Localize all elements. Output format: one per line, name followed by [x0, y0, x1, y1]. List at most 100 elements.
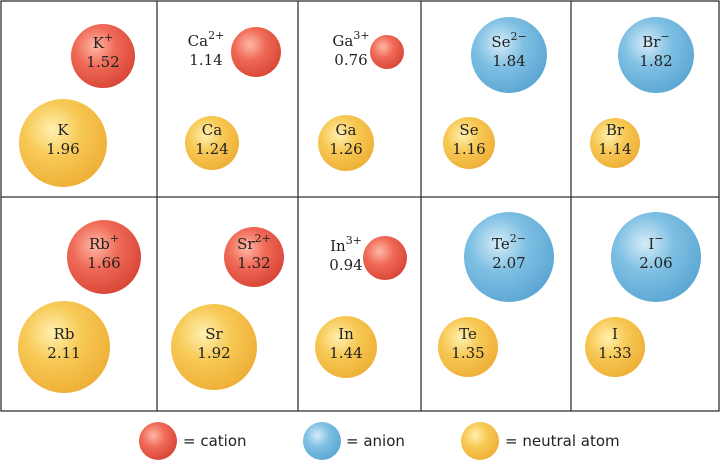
rb-ion-symbol: Rb+: [89, 232, 119, 253]
i-atom-symbol: I: [612, 325, 618, 343]
rb-atom-sphere: [18, 301, 110, 393]
te-ion-element-symbol: Te: [492, 235, 510, 253]
ca-ion-radius-value: 1.14: [189, 51, 222, 69]
se-atom-radius-value: 1.16: [452, 140, 485, 158]
in-atom-element-symbol: In: [338, 325, 354, 343]
te-atom-radius-value: 1.35: [451, 344, 484, 362]
ga-atom-symbol: Ga: [336, 121, 357, 139]
br-ion-sphere: [618, 17, 694, 93]
rb-atom-element-symbol: Rb: [54, 325, 75, 343]
ga-ion-sphere: [370, 35, 404, 69]
sr-ion-charge: 2+: [255, 232, 271, 245]
te-ion-radius-value: 2.07: [492, 254, 525, 272]
rb-ion-radius-value: 1.66: [87, 254, 120, 272]
i-ion-symbol: I−: [648, 232, 663, 253]
ca-ion-element-symbol: Ca: [188, 32, 208, 50]
te-atom-element-symbol: Te: [459, 325, 477, 343]
rb-ion-sphere: [67, 220, 141, 294]
in-ion-symbol: In3+: [330, 234, 362, 255]
se-ion-symbol: Se2−: [491, 30, 526, 51]
br-ion-radius-value: 1.82: [639, 52, 672, 70]
table-grid: [0, 0, 720, 412]
br-ion-charge: −: [660, 30, 669, 43]
ca-atom-element-symbol: Ca: [202, 121, 222, 139]
k-atom-symbol: K: [57, 121, 69, 139]
se-atom-symbol: Se: [459, 121, 478, 139]
labels-layer: K+1.52K1.96Ca2+1.14Ca1.24Ga3+0.76Ga1.26S…: [46, 29, 672, 362]
legend-neutral-label: = neutral atom: [505, 432, 620, 450]
te-atom-sphere: [438, 317, 498, 377]
se-ion-element-symbol: Se: [491, 33, 510, 51]
ga-ion-symbol: Ga3+: [332, 29, 369, 50]
br-atom-element-symbol: Br: [606, 121, 625, 139]
ca-ion-symbol: Ca2+: [188, 29, 225, 50]
se-ion-radius-value: 1.84: [492, 52, 525, 70]
sr-atom-element-symbol: Sr: [205, 325, 223, 343]
ca-atom-radius-value: 1.24: [195, 140, 228, 158]
ga-ion-charge: 3+: [353, 29, 369, 42]
ga-atom-sphere: [318, 115, 374, 171]
se-ion-charge: 2−: [510, 30, 526, 43]
legend-anion-label: = anion: [346, 432, 405, 450]
k-ion-radius-value: 1.52: [86, 53, 119, 71]
br-atom-sphere: [590, 118, 640, 168]
sr-ion-radius-value: 1.32: [237, 254, 270, 272]
sr-atom-radius-value: 1.92: [197, 344, 230, 362]
br-atom-radius-value: 1.14: [598, 140, 631, 158]
se-atom-sphere: [443, 117, 495, 169]
te-ion-symbol: Te2−: [492, 232, 526, 253]
te-atom-symbol: Te: [459, 325, 477, 343]
in-ion-sphere: [363, 236, 407, 280]
legend-cation-swatch: [139, 422, 177, 460]
i-atom-element-symbol: I: [612, 325, 618, 343]
i-ion-charge: −: [654, 232, 663, 245]
i-ion-element-symbol: I: [648, 235, 654, 253]
ga-atom-element-symbol: Ga: [336, 121, 357, 139]
k-atom-element-symbol: K: [57, 121, 69, 139]
rb-atom-symbol: Rb: [54, 325, 75, 343]
ga-ion-radius-value: 0.76: [334, 51, 367, 69]
legend: = cation = anion = neutral atom: [139, 422, 620, 460]
se-atom-element-symbol: Se: [459, 121, 478, 139]
legend-neutral-swatch: [461, 422, 499, 460]
k-atom-sphere: [19, 99, 107, 187]
ca-ion-sphere: [231, 27, 281, 77]
i-atom-radius-value: 1.33: [598, 344, 631, 362]
in-ion-radius-value: 0.94: [329, 256, 362, 274]
in-ion-charge: 3+: [346, 234, 362, 247]
sr-ion-element-symbol: Sr: [237, 235, 255, 253]
i-ion-sphere: [611, 212, 701, 302]
k-ion-charge: +: [104, 31, 113, 44]
ca-atom-sphere: [185, 116, 239, 170]
sr-atom-sphere: [171, 304, 257, 390]
in-atom-radius-value: 1.44: [329, 344, 362, 362]
rb-atom-radius-value: 2.11: [47, 344, 80, 362]
ga-ion-element-symbol: Ga: [332, 32, 353, 50]
br-ion-element-symbol: Br: [642, 33, 661, 51]
rb-ion-element-symbol: Rb: [89, 235, 110, 253]
se-ion-sphere: [471, 17, 547, 93]
k-atom-radius-value: 1.96: [46, 140, 79, 158]
legend-anion-swatch: [303, 422, 341, 460]
in-atom-symbol: In: [338, 325, 354, 343]
k-ion-element-symbol: K: [93, 34, 105, 52]
k-ion-symbol: K+: [93, 31, 113, 52]
te-ion-charge: 2−: [510, 232, 526, 245]
i-ion-radius-value: 2.06: [639, 254, 672, 272]
k-ion-sphere: [71, 24, 135, 88]
sr-atom-symbol: Sr: [205, 325, 223, 343]
br-atom-symbol: Br: [606, 121, 625, 139]
spheres-layer: [18, 17, 701, 393]
rb-ion-charge: +: [110, 232, 119, 245]
legend-cation-label: = cation: [183, 432, 247, 450]
br-ion-symbol: Br−: [642, 30, 669, 51]
grid-border: [0, 0, 720, 412]
ga-atom-radius-value: 1.26: [329, 140, 362, 158]
sr-ion-sphere: [224, 227, 284, 287]
in-ion-element-symbol: In: [330, 237, 346, 255]
ca-ion-charge: 2+: [208, 29, 224, 42]
sr-ion-symbol: Sr2+: [237, 232, 271, 253]
i-atom-sphere: [585, 317, 645, 377]
